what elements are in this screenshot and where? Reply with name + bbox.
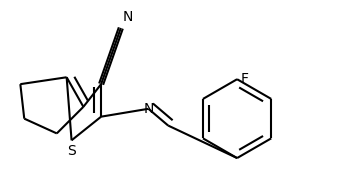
- Text: S: S: [67, 144, 76, 158]
- Text: F: F: [241, 72, 249, 86]
- Text: N: N: [123, 10, 133, 24]
- Text: N: N: [143, 102, 154, 116]
